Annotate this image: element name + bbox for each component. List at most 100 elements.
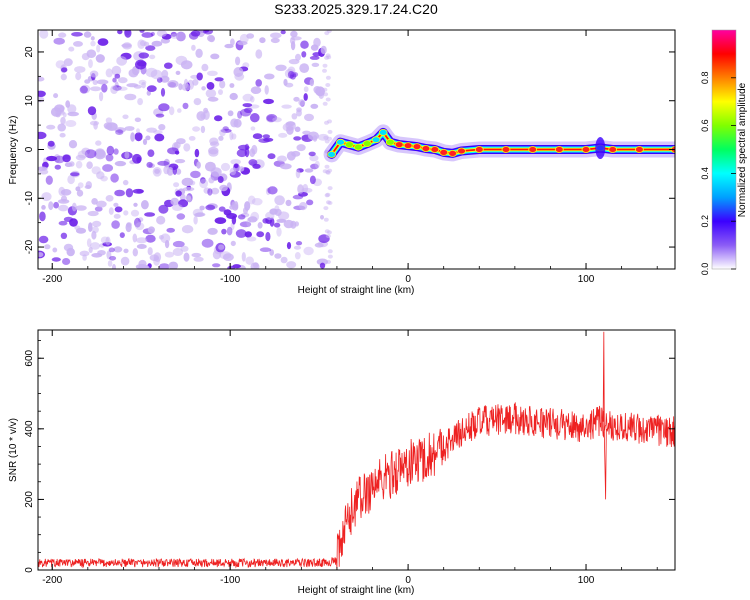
x-tick-label: 0 xyxy=(405,274,411,285)
noise-blob xyxy=(135,59,147,70)
noise-blob xyxy=(201,86,206,91)
noise-blob xyxy=(219,128,226,137)
noise-blob xyxy=(84,149,97,159)
noise-blob xyxy=(208,35,215,43)
noise-blob xyxy=(166,227,175,233)
noise-blob xyxy=(132,248,138,257)
noise-blob xyxy=(262,134,270,139)
noise-blob xyxy=(160,75,170,83)
noise-blob xyxy=(137,264,150,269)
noise-blob xyxy=(195,48,203,58)
noise-blob xyxy=(115,129,124,135)
noise-blob xyxy=(201,238,214,248)
noise-blob xyxy=(325,83,331,87)
noise-blob xyxy=(114,189,125,197)
noise-blob xyxy=(100,236,109,244)
noise-blob xyxy=(75,227,87,234)
noise-blob xyxy=(326,230,332,235)
noise-blob xyxy=(76,189,84,197)
noise-blob xyxy=(145,234,156,243)
noise-blob xyxy=(227,110,234,117)
noise-blob xyxy=(117,30,123,35)
noise-blob xyxy=(296,144,306,152)
noise-blob xyxy=(183,252,190,262)
track-knot xyxy=(421,145,431,152)
noise-blob xyxy=(201,63,209,72)
noise-blob xyxy=(101,83,108,93)
noise-blob xyxy=(75,160,83,169)
noise-blob xyxy=(158,124,166,131)
track-knot xyxy=(439,148,449,156)
noise-blob xyxy=(59,132,66,138)
noise-blob xyxy=(231,201,236,208)
noise-blob xyxy=(156,215,166,225)
noise-blob xyxy=(105,154,114,162)
noise-blob xyxy=(274,208,282,216)
snr-y-ticks: 0 200 400 600 xyxy=(24,340,675,573)
noise-blob xyxy=(214,77,224,82)
noise-blob xyxy=(114,206,123,213)
noise-blob xyxy=(207,227,218,235)
noise-blob xyxy=(327,201,333,205)
noise-blob xyxy=(88,222,93,233)
noise-blob xyxy=(303,246,314,256)
noise-blob xyxy=(92,79,98,86)
noise-blob xyxy=(302,183,309,193)
y-tick-label: 200 xyxy=(24,491,35,508)
noise-blob xyxy=(153,252,162,262)
snr-panel: -200 -100 0 100 0 200 400 600 Height of straig… xyxy=(8,329,676,596)
noise-blob xyxy=(128,68,139,78)
noise-blob xyxy=(303,93,308,101)
noise-blob xyxy=(170,33,179,39)
noise-blob xyxy=(273,222,281,228)
noise-blob xyxy=(302,130,311,135)
noise-blob xyxy=(150,31,155,37)
noise-blob xyxy=(149,54,156,60)
noise-blob xyxy=(322,68,327,73)
x-tick-label: 0 xyxy=(405,575,411,586)
noise-blob xyxy=(190,170,201,179)
noise-blob xyxy=(124,30,132,38)
noise-blob xyxy=(53,201,59,209)
noise-blob xyxy=(252,262,259,268)
noise-blob xyxy=(315,87,322,95)
noise-blob xyxy=(96,44,101,53)
noise-blob xyxy=(238,166,245,172)
noise-blob xyxy=(170,197,179,206)
noise-blob xyxy=(181,177,194,187)
track-knot xyxy=(608,146,618,153)
spectrogram-signal-track xyxy=(323,124,675,163)
noise-blob xyxy=(324,139,330,144)
noise-blob xyxy=(146,85,157,92)
noise-blob xyxy=(195,212,206,217)
noise-blob xyxy=(246,217,252,228)
noise-blob xyxy=(325,234,331,239)
noise-blob xyxy=(246,236,257,242)
noise-blob xyxy=(71,202,77,212)
noise-blob xyxy=(311,62,320,67)
noise-blob xyxy=(297,184,304,194)
noise-blob xyxy=(239,221,252,228)
noise-blob xyxy=(145,45,156,51)
noise-blob xyxy=(309,79,314,87)
noise-blob xyxy=(300,40,309,49)
noise-blob xyxy=(277,155,287,163)
noise-blob xyxy=(183,143,191,152)
noise-blob xyxy=(95,54,105,63)
noise-blob xyxy=(259,247,272,252)
noise-blob xyxy=(84,79,91,84)
noise-blob xyxy=(210,187,220,195)
noise-blob xyxy=(87,210,99,217)
noise-blob xyxy=(41,192,52,202)
noise-blob xyxy=(241,251,246,262)
noise-blob xyxy=(178,83,183,91)
noise-blob xyxy=(176,213,186,220)
track-knot xyxy=(430,146,440,153)
x-tick-label: 100 xyxy=(578,274,595,285)
spectrogram-x-ticks: -200 -100 0 100 xyxy=(42,30,658,285)
noise-blob xyxy=(183,78,189,89)
noise-blob xyxy=(152,167,162,177)
noise-blob xyxy=(301,51,307,58)
noise-blob xyxy=(38,252,44,258)
noise-blob xyxy=(285,199,292,207)
